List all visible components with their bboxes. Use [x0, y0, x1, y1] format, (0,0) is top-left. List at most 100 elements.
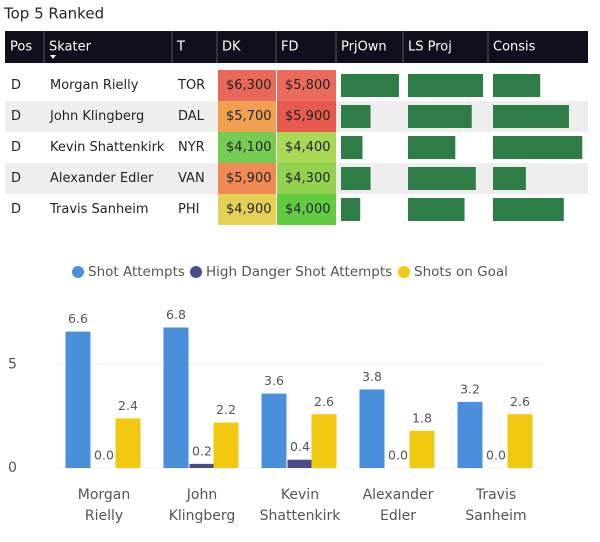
data-label: 0.0 [94, 448, 114, 463]
cell-color [218, 194, 276, 225]
bar [65, 331, 91, 468]
bar [457, 401, 483, 468]
data-label: 2.2 [216, 402, 236, 417]
table-cell: $4,000 [285, 202, 331, 217]
table-cell: Travis Sanheim [49, 202, 149, 217]
table-cell: $4,100 [226, 140, 272, 155]
table-cell: $5,700 [226, 109, 272, 124]
column-header: T [176, 40, 185, 55]
data-bar [341, 167, 371, 190]
table-cell: D [11, 78, 21, 93]
data-label: 0.2 [192, 443, 212, 458]
data-label: 1.8 [412, 410, 432, 425]
y-tick-label: 0 [8, 460, 17, 476]
column-header: Consis [493, 40, 536, 55]
table-cell: $4,400 [285, 140, 331, 155]
table-cell: VAN [178, 171, 205, 186]
cell-color [277, 194, 336, 225]
table-cell: $6,300 [226, 78, 272, 93]
table-title: Top 5 Ranked [3, 5, 104, 23]
cell-color [277, 101, 336, 132]
column-header: PrjOwn [341, 40, 387, 55]
table-header [5, 31, 588, 63]
data-label: 6.6 [68, 311, 88, 326]
table-cell: D [11, 140, 21, 155]
data-bar [408, 105, 472, 128]
data-bar [408, 198, 465, 221]
cell-color [277, 132, 336, 163]
data-bar [493, 105, 569, 128]
data-label: 2.4 [118, 398, 138, 413]
bar [287, 459, 313, 468]
column-header: Skater [49, 40, 92, 55]
data-label: 0.0 [486, 448, 506, 463]
table-cell: D [11, 171, 21, 186]
cell-color [218, 101, 276, 132]
legend-label: Shots on Goal [414, 264, 508, 280]
bar [115, 418, 141, 468]
table-cell: $5,900 [226, 171, 272, 186]
data-label: 2.6 [314, 394, 334, 409]
column-header: DK [222, 40, 241, 55]
x-tick-label: Morgan Rielly [78, 487, 131, 524]
data-bar [341, 105, 371, 128]
data-label: 3.6 [264, 373, 284, 388]
data-label: 2.6 [510, 394, 530, 409]
data-bar [408, 74, 484, 97]
bar [261, 393, 287, 468]
data-bar [341, 136, 363, 159]
table-cell: DAL [178, 109, 205, 124]
legend-marker [190, 266, 202, 278]
data-bar [408, 167, 476, 190]
table-cell: $5,800 [285, 78, 331, 93]
data-bar [493, 167, 526, 190]
legend-marker [72, 266, 84, 278]
bar [163, 327, 189, 468]
x-tick-label: Kevin Shattenkirk [260, 487, 342, 524]
cell-color [218, 70, 276, 101]
legend-label: Shot Attempts [88, 264, 185, 280]
data-label: 0.0 [388, 448, 408, 463]
x-tick-label: Alexander Edler [363, 487, 434, 524]
bar [311, 414, 337, 468]
data-bar [493, 136, 583, 159]
x-tick-label: John Klingberg [169, 487, 236, 524]
table-cell: $4,900 [226, 202, 272, 217]
column-header: FD [281, 40, 299, 55]
x-tick-label: Travis Sanheim [465, 487, 526, 524]
table-cell: John Klingberg [49, 109, 144, 124]
cell-color [218, 132, 276, 163]
table-cell: D [11, 109, 21, 124]
data-bar [341, 198, 361, 221]
data-label: 3.8 [362, 369, 382, 384]
table-cell: Alexander Edler [50, 171, 154, 186]
table-cell: TOR [177, 78, 205, 93]
table-cell: PHI [178, 202, 199, 217]
table-cell: $4,300 [285, 171, 331, 186]
legend-label: High Danger Shot Attempts [206, 264, 392, 280]
legend-marker [398, 266, 410, 278]
data-bar [408, 136, 456, 159]
data-bar [493, 198, 564, 221]
sort-arrow [50, 55, 56, 59]
column-header: Pos [10, 40, 32, 55]
bar [507, 414, 533, 468]
data-bar [341, 74, 399, 97]
bar [189, 463, 215, 468]
table-cell: $5,900 [285, 109, 331, 124]
data-label: 6.8 [166, 307, 186, 322]
bar [213, 422, 239, 468]
bar [359, 389, 385, 468]
table-cell: Morgan Rielly [50, 78, 139, 93]
table-cell: D [11, 202, 21, 217]
data-label: 0.4 [290, 439, 310, 454]
table-cell: NYR [178, 140, 205, 155]
cell-color [277, 70, 336, 101]
data-bar [493, 74, 541, 97]
data-label: 3.2 [460, 381, 480, 396]
cell-color [218, 163, 276, 194]
y-tick-label: 5 [8, 357, 17, 373]
column-header: LS Proj [408, 40, 452, 55]
cell-color [277, 163, 336, 194]
